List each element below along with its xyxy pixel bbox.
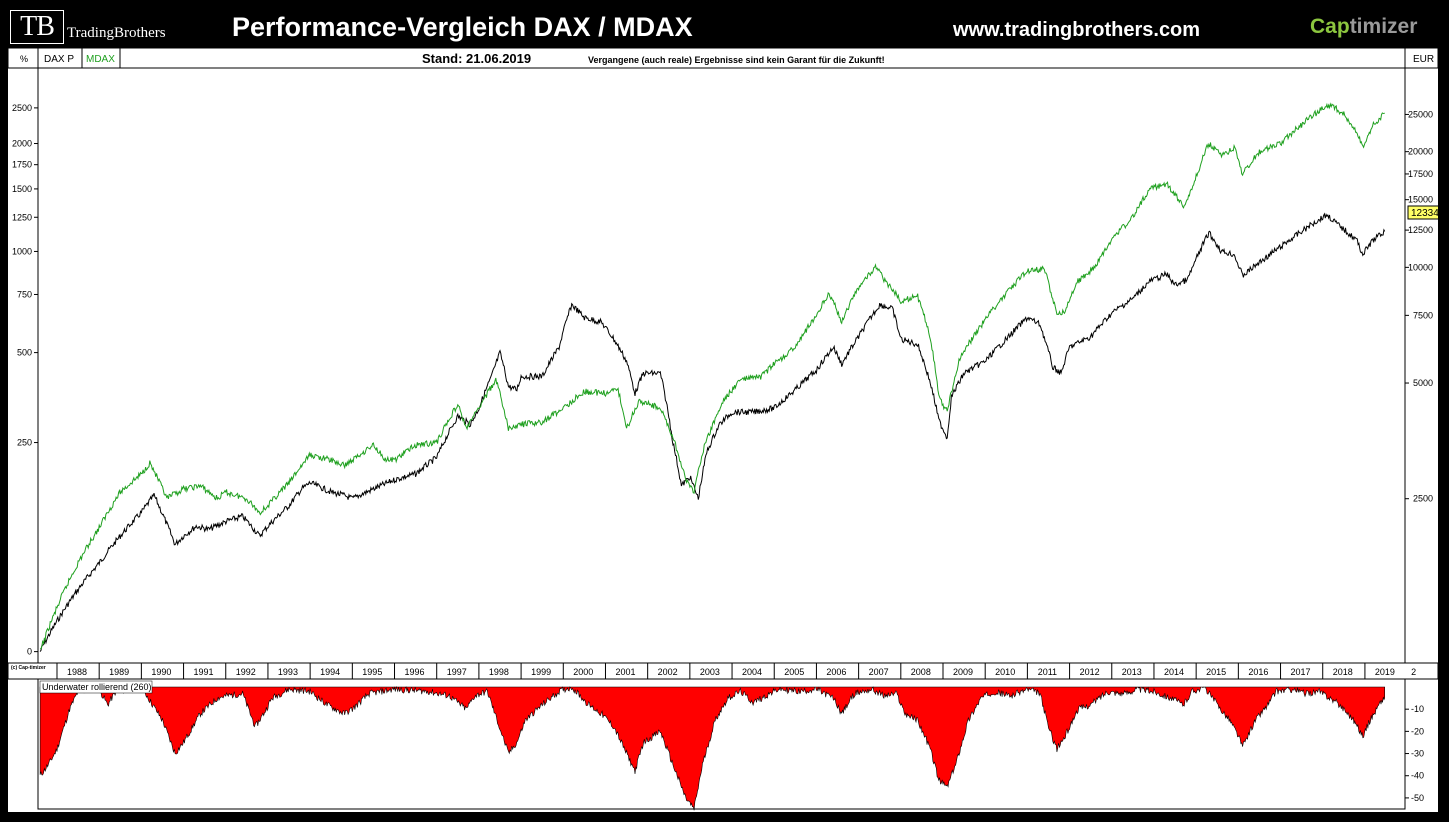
x-tick-label: 2012 xyxy=(1080,667,1100,677)
x-tick-label: 1989 xyxy=(109,667,129,677)
title-bar: TB TradingBrothers Performance-Vergleich… xyxy=(0,0,1449,48)
x-tick-label: 2008 xyxy=(911,667,931,677)
x-tick-label: 2006 xyxy=(826,667,846,677)
x-tick-label: 2004 xyxy=(742,667,762,677)
axis-logo: (c) Cap-timizer xyxy=(11,665,46,671)
x-tick-label: 2003 xyxy=(700,667,720,677)
x-tick-label: 1988 xyxy=(67,667,87,677)
x-tick-label: 1999 xyxy=(531,667,551,677)
right-tick-label: 5000 xyxy=(1413,378,1433,388)
x-tick-label: 1992 xyxy=(236,667,256,677)
right-axis: 2500 5000 7500 10000 12500 15000 17500 20000 250… xyxy=(1405,109,1433,504)
underwater-tick-label: -10 xyxy=(1411,704,1424,714)
underwater-tick-label: -30 xyxy=(1411,749,1424,759)
left-tick-label: 1000 xyxy=(12,246,32,256)
tb-logo-text: TradingBrothers xyxy=(67,25,166,41)
right-tick-label: 17500 xyxy=(1408,169,1433,179)
left-tick-label: 2500 xyxy=(12,103,32,113)
x-tick-label: 1995 xyxy=(362,667,382,677)
right-tick-label: 25000 xyxy=(1408,109,1433,119)
last-value-text: 12334 xyxy=(1411,208,1438,219)
underwater-tick-label: -50 xyxy=(1411,793,1424,803)
last-value-badge: 12334 xyxy=(1407,205,1438,220)
x-tick-label: 1991 xyxy=(194,667,214,677)
chart-title: Performance-Vergleich DAX / MDAX xyxy=(232,12,693,42)
website-link[interactable]: www.tradingbrothers.com xyxy=(953,19,1201,41)
left-tick-label: 250 xyxy=(17,438,32,448)
x-tick-label: 2011 xyxy=(1038,667,1057,677)
right-tick-label: 2500 xyxy=(1413,494,1433,504)
legend-dax[interactable]: DAX P xyxy=(44,54,74,65)
right-tick-label: 20000 xyxy=(1408,147,1433,157)
x-tick-label: 1996 xyxy=(405,667,425,677)
underwater-tick-label: -40 xyxy=(1411,771,1424,781)
main-plot-frame xyxy=(37,67,1406,664)
x-tick-label: 2007 xyxy=(869,667,889,677)
x-tick-label: 2001 xyxy=(615,667,635,677)
disclaimer: Vergangene (auch reale) Ergebnisse sind … xyxy=(588,55,885,65)
right-tick-label: 12500 xyxy=(1408,225,1433,235)
left-tick-label: 500 xyxy=(17,348,32,358)
left-axis: 0 250 500 750 1000 1250 1500 1750 2000 2500 xyxy=(12,103,38,657)
right-tick-label: 7500 xyxy=(1413,310,1433,320)
x-tick-label: 2 xyxy=(1411,667,1416,677)
x-tick-label: 1997 xyxy=(447,667,467,677)
x-tick-label: 1993 xyxy=(278,667,298,677)
series-line-dax-p xyxy=(39,212,1386,652)
tb-logo: TB xyxy=(10,10,64,44)
series-line-mdax xyxy=(40,102,1385,650)
x-tick-label: 2016 xyxy=(1248,667,1268,677)
underwater-label: Underwater rollierend (260) xyxy=(42,682,152,692)
plot-lines xyxy=(39,102,1386,652)
x-axis: 1988 1989 1990 1991 1992 1993 1994 1995 1996 1997… xyxy=(56,663,1416,679)
left-tick-label: 0 xyxy=(27,647,32,657)
x-tick-label: 2005 xyxy=(784,667,804,677)
left-tick-label: 1500 xyxy=(12,184,32,194)
left-tick-label: 2000 xyxy=(12,139,32,149)
underwater-axis: -10 -20 -30 -40 -50 xyxy=(1405,704,1424,803)
chart-svg: % DAX P MDAX Stand: 21.06.2019 Vergangen… xyxy=(8,48,1438,811)
captimizer-logo-part2: timizer xyxy=(1349,15,1418,38)
x-tick-label: 2010 xyxy=(995,667,1015,677)
captimizer-logo-part1: Cap xyxy=(1310,15,1350,38)
underwater-area xyxy=(39,685,1385,811)
x-tick-label: 2015 xyxy=(1206,667,1226,677)
x-tick-label: 1998 xyxy=(489,667,509,677)
x-tick-label: 1994 xyxy=(320,667,340,677)
right-tick-label: 10000 xyxy=(1408,262,1433,272)
x-tick-label: 2018 xyxy=(1333,667,1353,677)
x-tick-label: 2014 xyxy=(1164,667,1184,677)
x-tick-label: 2000 xyxy=(573,667,593,677)
x-tick-label: 2019 xyxy=(1375,667,1395,677)
underwater-tick-label: -20 xyxy=(1411,726,1424,736)
left-tick-label: 1750 xyxy=(12,160,32,170)
legend-mdax[interactable]: MDAX xyxy=(86,54,115,65)
unit-left: % xyxy=(20,54,28,64)
underwater-area-fill xyxy=(39,685,1385,811)
x-tick-label: 2009 xyxy=(953,667,973,677)
x-tick-label: 1990 xyxy=(151,667,171,677)
right-tick-label: 15000 xyxy=(1408,195,1433,205)
unit-right: EUR xyxy=(1413,54,1434,65)
left-tick-label: 750 xyxy=(17,289,32,299)
x-tick-label: 2013 xyxy=(1122,667,1142,677)
captimizer-logo: Captimizer xyxy=(1310,15,1417,39)
underwater-label-box xyxy=(39,680,153,694)
last-value-bg xyxy=(1407,205,1438,220)
chart-panel: % DAX P MDAX Stand: 21.06.2019 Vergangen… xyxy=(8,48,1438,812)
x-tick-label: 2002 xyxy=(658,667,678,677)
left-tick-label: 1250 xyxy=(12,212,32,222)
x-tick-label: 2017 xyxy=(1291,667,1311,677)
stand-date: Stand: 21.06.2019 xyxy=(422,51,531,66)
